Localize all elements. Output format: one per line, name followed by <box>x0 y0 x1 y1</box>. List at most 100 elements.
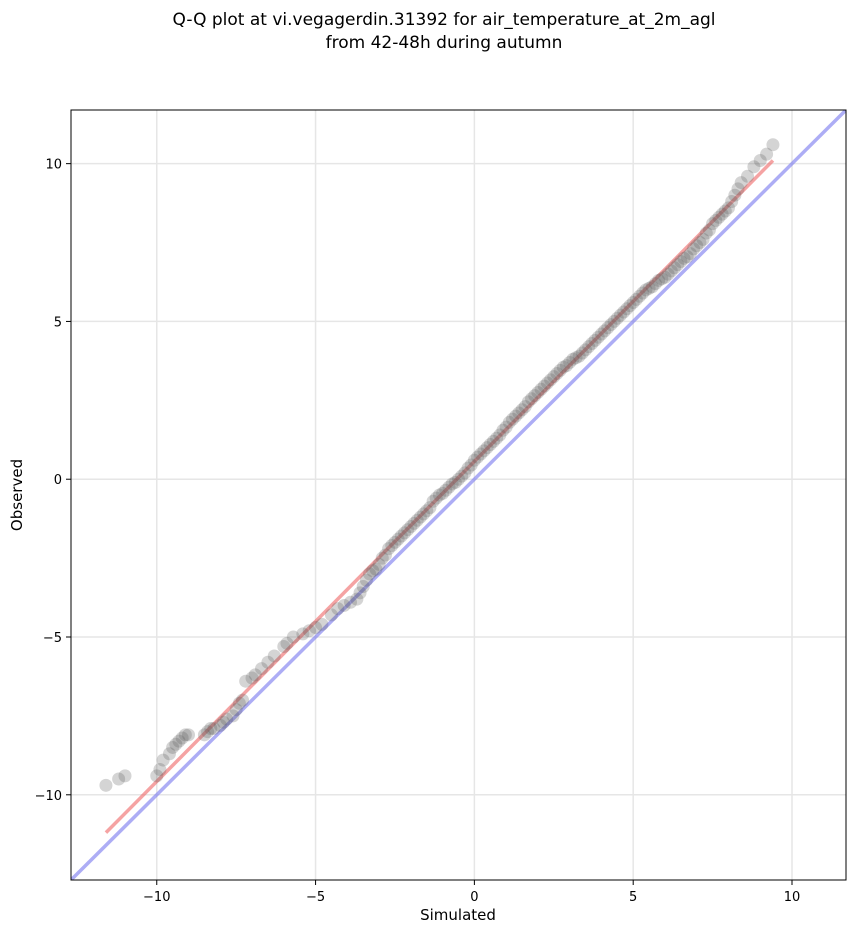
chart-subtitle: from 42-48h during autumn <box>326 33 563 53</box>
y-axis-title: Observed <box>8 459 26 531</box>
qq-point <box>582 340 596 354</box>
qq-point <box>420 504 434 518</box>
qq-point <box>588 333 602 347</box>
qq-point <box>464 458 478 472</box>
qq-point <box>156 753 170 767</box>
qq-point <box>766 138 780 152</box>
qq-point <box>350 592 364 606</box>
qq-point <box>474 447 488 461</box>
x-tick-label: −10 <box>143 890 170 905</box>
qq-point <box>216 715 230 729</box>
qq-point <box>429 491 443 505</box>
qq-point <box>477 444 491 458</box>
qq-point <box>715 207 729 221</box>
qq-point <box>337 598 351 612</box>
y-tick-label: −10 <box>35 789 62 804</box>
y-tick-label: 0 <box>54 473 62 488</box>
qq-point <box>617 305 631 319</box>
qq-point <box>356 580 370 594</box>
qq-point <box>172 734 186 748</box>
qq-point <box>394 529 408 543</box>
qq-point <box>496 423 510 437</box>
qq-point <box>645 280 659 294</box>
qq-point <box>112 772 126 786</box>
qq-point <box>432 488 446 502</box>
qq-point <box>585 337 599 351</box>
qq-point <box>693 236 707 250</box>
qq-point <box>502 415 516 429</box>
identity-line <box>71 110 846 880</box>
qq-point <box>642 281 656 295</box>
qq-point <box>439 483 453 497</box>
x-tick-label: −5 <box>306 890 325 905</box>
qq-point <box>728 188 742 202</box>
qq-point <box>553 363 567 377</box>
qq-point <box>598 324 612 338</box>
qq-point <box>718 204 732 218</box>
qq-point <box>236 693 250 707</box>
qq-point <box>410 513 424 527</box>
qq-point <box>671 258 685 272</box>
qq-point <box>636 286 650 300</box>
qq-point <box>204 722 218 736</box>
qq-point <box>528 389 542 403</box>
y-tick-label: 10 <box>45 158 62 173</box>
qq-point <box>696 232 710 246</box>
qq-point <box>731 182 745 196</box>
qq-point <box>531 385 545 399</box>
qq-point <box>309 621 323 635</box>
qq-point <box>547 370 561 384</box>
qq-point <box>648 277 662 291</box>
qq-point <box>388 535 402 549</box>
qq-point <box>448 475 462 489</box>
qq-point <box>467 453 481 467</box>
qq-point <box>372 557 386 571</box>
qq-point <box>239 674 253 688</box>
x-axis-title: Simulated <box>420 906 496 924</box>
chart-title: Q-Q plot at vi.vegagerdin.31392 for air_… <box>172 10 715 30</box>
qq-point <box>363 567 377 581</box>
qq-point <box>166 740 180 754</box>
qq-point <box>255 662 269 676</box>
qq-point <box>594 327 608 341</box>
qq-point <box>559 359 573 373</box>
qq-point <box>499 420 513 434</box>
qq-point <box>353 586 367 600</box>
qq-point <box>534 382 548 396</box>
qq-point <box>505 412 519 426</box>
qq-point <box>575 346 589 360</box>
x-tick-label: 0 <box>470 890 478 905</box>
qq-point <box>537 379 551 393</box>
qq-point <box>452 472 465 486</box>
qq-point <box>623 299 637 313</box>
qq-point <box>515 403 529 417</box>
qq-point <box>201 725 215 739</box>
qq-point <box>664 264 678 278</box>
qq-point <box>162 747 176 761</box>
tick-layer: −10 −5 0 5 10 −10 −5 0 5 10 <box>35 158 801 905</box>
qq-point <box>445 477 459 491</box>
qq-point <box>382 542 396 556</box>
qq-point <box>401 523 415 537</box>
qq-point <box>667 261 681 275</box>
qq-point <box>375 551 389 565</box>
qq-point <box>486 434 500 448</box>
qq-point <box>544 373 558 387</box>
qq-point <box>118 769 132 783</box>
qq-point <box>150 769 164 783</box>
qq-point <box>613 308 627 322</box>
qq-point <box>655 272 669 286</box>
qq-point <box>423 501 437 515</box>
qq-point <box>442 480 456 494</box>
qq-point <box>229 703 243 717</box>
fit-line <box>104 159 775 834</box>
qq-point <box>556 360 570 374</box>
qq-point <box>99 778 113 792</box>
qq-point <box>261 655 275 669</box>
qq-point <box>245 671 259 685</box>
qq-point <box>639 283 653 297</box>
qq-point <box>661 267 675 281</box>
qq-point <box>699 226 713 240</box>
